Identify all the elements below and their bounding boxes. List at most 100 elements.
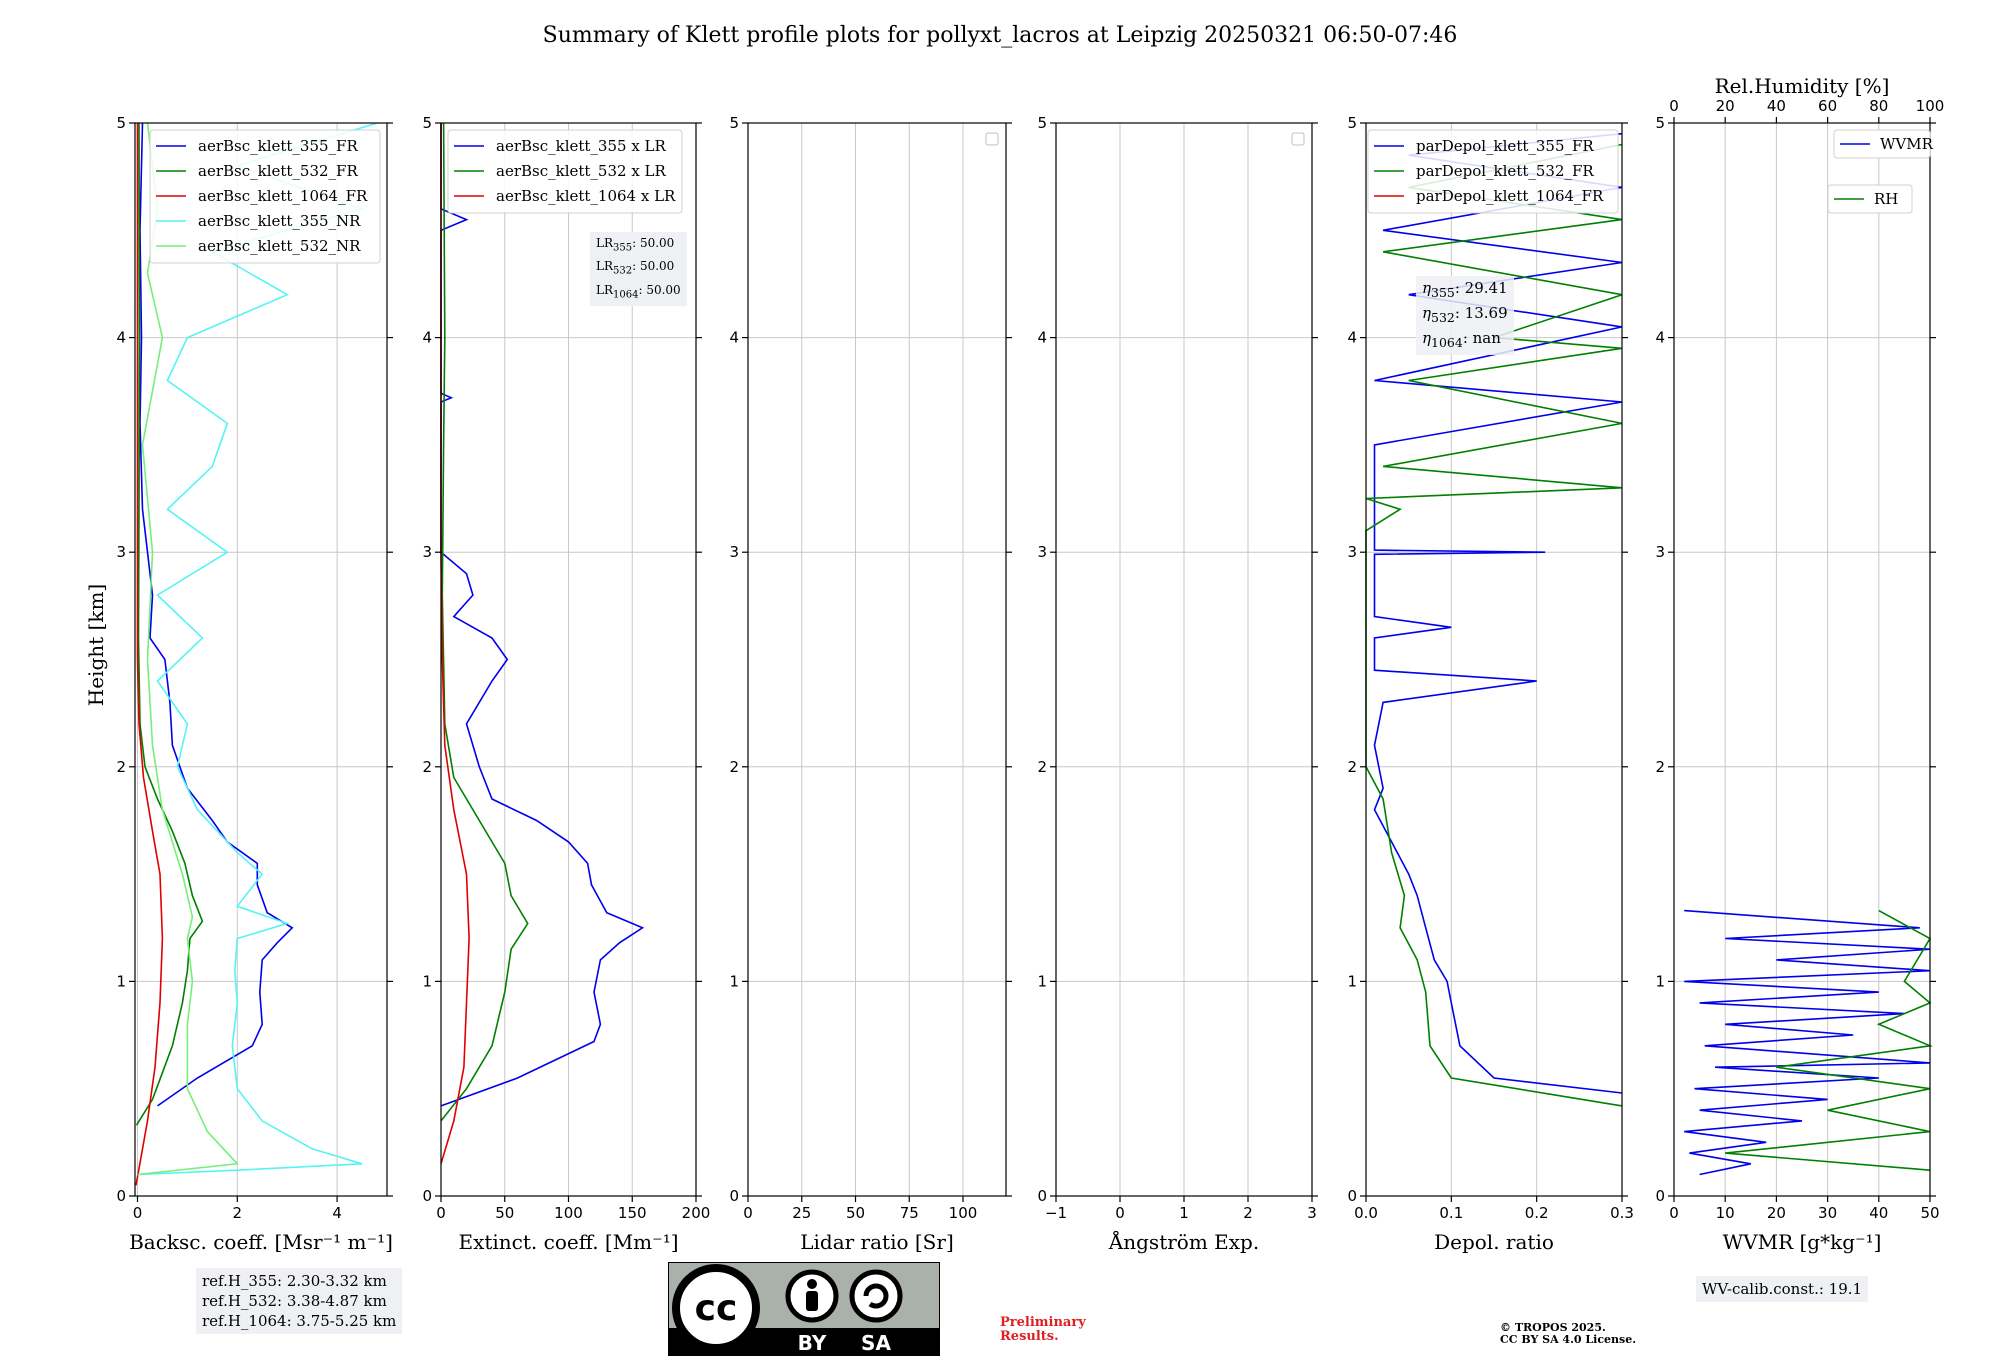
axes-frame bbox=[134, 122, 388, 1197]
sa-share-alike-icon bbox=[849, 1269, 903, 1323]
lr-355-sub: 355 bbox=[613, 242, 633, 254]
eta-532-value: : 13.69 bbox=[1454, 304, 1508, 322]
by-person-body bbox=[806, 1291, 818, 1311]
x-tick-label: 0.3 bbox=[1610, 1204, 1634, 1222]
series-line-aerBsc_klett_355_FR bbox=[139, 122, 294, 1107]
y-tick-label: 4 bbox=[1347, 329, 1357, 347]
eta-355: η355: 29.41 bbox=[1422, 278, 1508, 303]
y-tick-label: 3 bbox=[116, 543, 126, 561]
y-tick-label: 2 bbox=[729, 758, 739, 776]
axes-frame bbox=[1365, 122, 1623, 1197]
series-line-aerBsc_klett_1064_FR bbox=[135, 123, 164, 1186]
legend-box bbox=[1827, 184, 1913, 214]
y-tick-label: 1 bbox=[1655, 972, 1665, 990]
x2-tick-label: 60 bbox=[1818, 97, 1837, 115]
x2-tick-label: 0 bbox=[1669, 97, 1679, 115]
legend-box bbox=[447, 129, 683, 214]
y-tick-label: 5 bbox=[1655, 114, 1665, 132]
x-tick-label: 0 bbox=[743, 1204, 753, 1222]
by-label: BY bbox=[798, 1331, 827, 1355]
y-tick-label: 4 bbox=[1037, 329, 1047, 347]
lr-1064: LR1064: 50.00 bbox=[596, 281, 681, 304]
copyright-line-1: © TROPOS 2025. bbox=[1500, 1321, 1606, 1334]
eta-355-value: : 29.41 bbox=[1454, 279, 1508, 297]
y-tick-label: 2 bbox=[1347, 758, 1357, 776]
eta-355-sub: 355 bbox=[1431, 285, 1455, 300]
x-tick-label: 0.2 bbox=[1525, 1204, 1549, 1222]
x-tick-label: 3 bbox=[1307, 1204, 1317, 1222]
eta-532-sub: 532 bbox=[1431, 310, 1455, 325]
x-tick-label: 100 bbox=[554, 1204, 583, 1222]
lidar-ratio-box: LR355: 50.00 LR532: 50.00 LR1064: 50.00 bbox=[590, 232, 687, 307]
x-tick-label: 2 bbox=[1243, 1204, 1253, 1222]
x-tick-label: 75 bbox=[900, 1204, 919, 1222]
legend-box bbox=[149, 129, 381, 264]
ref-height-box: ref.H_355: 2.30-3.32 km ref.H_532: 3.38-… bbox=[196, 1268, 403, 1334]
series-line-aerBsc_klett_532_NR bbox=[137, 122, 239, 1176]
y-tick-label: 5 bbox=[729, 114, 739, 132]
ref-height-1064: ref.H_1064: 3.75-5.25 km bbox=[202, 1312, 397, 1330]
panel-5: 0 1 2 3 4 5 0.0 0.1 0.2 0.3 Depol. ratio parDepol_k… bbox=[1347, 114, 1633, 1254]
x-tick-label: 0 bbox=[436, 1204, 446, 1222]
y-tick-label: 4 bbox=[422, 329, 432, 347]
x-tick-label: 20 bbox=[1767, 1204, 1786, 1222]
y-tick-label: 3 bbox=[422, 543, 432, 561]
legend-label: aerBsc_klett_532_FR bbox=[198, 162, 358, 180]
y-tick-label: 4 bbox=[729, 329, 739, 347]
y-tick-label: 0 bbox=[729, 1187, 739, 1205]
eta-1064: η1064: nan bbox=[1422, 328, 1508, 353]
eta-355-label: η bbox=[1422, 279, 1431, 297]
x-axis-label: Ångström Exp. bbox=[1108, 1229, 1259, 1254]
x-tick-label: 0.1 bbox=[1439, 1204, 1463, 1222]
legend-label: aerBsc_klett_355_FR bbox=[198, 137, 358, 155]
legend-box bbox=[1833, 129, 1931, 159]
legend-label: aerBsc_klett_1064 x LR bbox=[496, 187, 676, 205]
legend-label: aerBsc_klett_532 x LR bbox=[496, 162, 667, 180]
x-tick-label: 0 bbox=[1669, 1204, 1679, 1222]
y-tick-label: 2 bbox=[1655, 758, 1665, 776]
x2-tick-label: 20 bbox=[1716, 97, 1735, 115]
sa-arrow bbox=[863, 1283, 889, 1309]
legend-label: parDepol_klett_355_FR bbox=[1416, 137, 1594, 155]
legend-label: parDepol_klett_532_FR bbox=[1416, 162, 1594, 180]
legend-label: RH bbox=[1874, 190, 1898, 208]
x-tick-label: 0 bbox=[1115, 1204, 1125, 1222]
wv-calib-text: WV-calib.const.: 19.1 bbox=[1702, 1280, 1863, 1298]
y-tick-label: 5 bbox=[116, 114, 126, 132]
series-line-parDepol_klett_532_FR bbox=[1365, 143, 1623, 1107]
legend-label: WVMR bbox=[1880, 135, 1934, 153]
x-tick-label: 30 bbox=[1818, 1204, 1837, 1222]
eta-1064-label: η bbox=[1422, 329, 1431, 347]
x-tick-label: 50 bbox=[1920, 1204, 1939, 1222]
x-tick-label: 0 bbox=[133, 1204, 143, 1222]
y-tick-label: 1 bbox=[1347, 972, 1357, 990]
x-axis-label: Backsc. coeff. [Msr⁻¹ m⁻¹] bbox=[129, 1230, 393, 1254]
x-tick-label: 40 bbox=[1869, 1204, 1888, 1222]
lr-355-value: : 50.00 bbox=[632, 236, 675, 250]
wv-calib-box: WV-calib.const.: 19.1 bbox=[1696, 1276, 1869, 1302]
y-tick-label: 5 bbox=[1347, 114, 1357, 132]
empty-legend bbox=[1291, 132, 1305, 146]
panel-1: 0 1 2 3 4 5 0 2 4 Backsc. coeff. [Msr⁻¹ m⁻¹] aerBs… bbox=[116, 114, 393, 1254]
lr-532-value: : 50.00 bbox=[632, 259, 675, 274]
x-axis-label: Lidar ratio [Sr] bbox=[800, 1230, 954, 1254]
legend-label: aerBsc_klett_1064_FR bbox=[198, 187, 368, 205]
lr-532-label: LR bbox=[596, 259, 614, 274]
x-axis-label: Depol. ratio bbox=[1434, 1230, 1554, 1254]
legend-label: aerBsc_klett_355_NR bbox=[198, 212, 361, 230]
cc-circle-icon bbox=[672, 1264, 760, 1352]
x2-tick-label: 40 bbox=[1767, 97, 1786, 115]
y-tick-label: 0 bbox=[1655, 1187, 1665, 1205]
ref-height-532: ref.H_532: 3.38-4.87 km bbox=[202, 1292, 387, 1310]
copyright-line-2: CC BY SA 4.0 License. bbox=[1500, 1333, 1637, 1346]
y-tick-label: 4 bbox=[116, 329, 126, 347]
y-tick-label: 0 bbox=[1347, 1187, 1357, 1205]
eta-1064-sub: 1064 bbox=[1431, 335, 1463, 350]
lr-1064-value: : 50.00 bbox=[638, 282, 681, 297]
axes-frame bbox=[747, 122, 1007, 1197]
y-tick-label: 1 bbox=[1037, 972, 1047, 990]
lr-1064-label: LR bbox=[596, 282, 614, 297]
y-tick-label: 3 bbox=[1037, 543, 1047, 561]
